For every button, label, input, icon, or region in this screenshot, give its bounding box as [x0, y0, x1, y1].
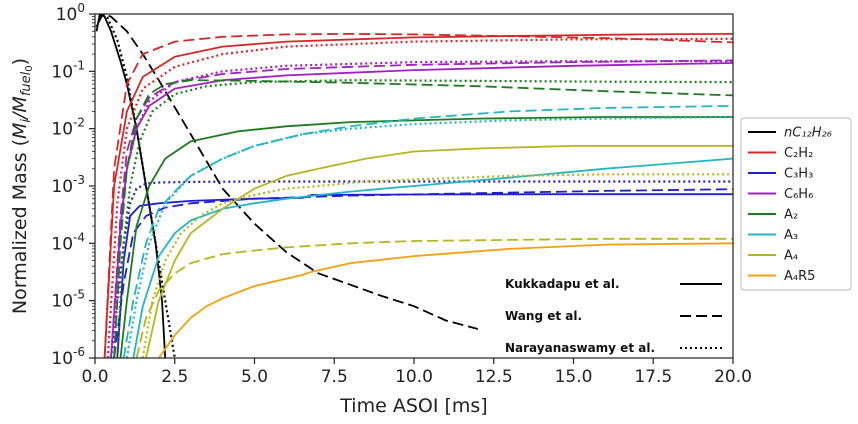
- series-line-c2h2-narayanaswamy: [106, 37, 733, 358]
- x-tick-label: 7.5: [321, 367, 348, 387]
- x-axis: 0.0 2.5 5.0 7.5 10.0 12.5 15.0 17.5 20.0: [81, 358, 752, 387]
- series-line-c3h3-kukkadapu: [116, 193, 733, 358]
- mechanism-label-narayanaswamy: Narayanaswamy et al.: [505, 341, 655, 355]
- species-legend-entries: nC₁₂H₂₆ C₂H₂ C₃H₃ C₆H₆ A₂ A₃ A₄ A₄R5: [748, 126, 832, 284]
- series-line-c3h3-wang: [113, 188, 733, 358]
- y-tick-label: 10-5: [51, 288, 85, 312]
- y-axis-title-sub2-zero: 0: [24, 65, 35, 71]
- series-line-a3-kukkadapu: [132, 157, 733, 358]
- x-tick-label: 0.0: [81, 367, 108, 387]
- series-line-a2-narayanaswamy: [116, 79, 733, 358]
- legend-label-c2h2: C₂H₂: [784, 146, 813, 161]
- x-tick-label: 15.0: [555, 367, 593, 387]
- legend-label-a3: A₃: [784, 228, 798, 243]
- legend-label-a4r5: A₄R5: [784, 269, 815, 284]
- y-axis-title-sub2: fuel: [19, 71, 34, 96]
- y-tick-label: 10-6: [51, 345, 85, 369]
- x-tick-label: 5.0: [241, 367, 268, 387]
- y-tick-label: 10-4: [51, 230, 85, 254]
- series-line-a3-wang: [122, 105, 733, 358]
- species-legend-frame: [740, 117, 852, 291]
- series-line-a2-wang: [113, 79, 733, 358]
- y-axis-title: Normalized Mass (Mi/Mfuel0): [9, 58, 35, 314]
- series-line-a3-narayanaswamy: [125, 115, 733, 358]
- x-tick-label: 10.0: [395, 367, 433, 387]
- y-axis-title-m2: M: [9, 96, 31, 112]
- series-layer: [95, 14, 733, 358]
- x-axis-title: Time ASOI [ms]: [339, 395, 487, 417]
- x-tick-label: 2.5: [161, 367, 188, 387]
- y-axis-title-suffix: ): [9, 58, 31, 65]
- series-line-c2h2-kukkadapu: [103, 33, 733, 358]
- legend-label-c6h6: C₆H₆: [784, 187, 813, 202]
- mechanism-label-kukkadapu: Kukkadapu et al.: [505, 277, 620, 291]
- series-line-a4-narayanaswamy: [141, 173, 733, 358]
- legend-label-c3h3: C₃H₃: [784, 167, 813, 182]
- series-line-c2h2-wang: [103, 33, 733, 358]
- y-axis: 10-6 10-5 10-4 10-3 10-2 10-1 100: [51, 1, 95, 369]
- series-line-c12h26-narayanaswamy: [95, 14, 176, 358]
- legend-label-a2: A₂: [784, 208, 798, 223]
- y-axis-title-sub1: i: [19, 119, 34, 123]
- series-line-a4r5-kukkadapu: [158, 242, 733, 358]
- x-tick-label: 12.5: [475, 367, 513, 387]
- series-line-a4-wang: [135, 237, 733, 358]
- y-tick-label: 10-2: [51, 116, 85, 140]
- y-tick-label: 10-3: [51, 173, 85, 197]
- y-tick-label: 100: [56, 1, 85, 25]
- y-tick-label: 10-1: [51, 58, 85, 82]
- series-line-a4-kukkadapu: [145, 144, 733, 358]
- x-tick-label: 17.5: [634, 367, 672, 387]
- y-axis-title-slash: /: [9, 110, 31, 121]
- legend-label-c12h26: nC₁₂H₂₆: [784, 126, 832, 141]
- y-axis-title-m1: M: [9, 123, 31, 139]
- legend-label-a4: A₄: [784, 249, 798, 264]
- species-legend: nC₁₂H₂₆ C₂H₂ C₃H₃ C₆H₆ A₂ A₃ A₄ A₄R5: [740, 117, 852, 291]
- x-tick-label: 20.0: [714, 367, 752, 387]
- mechanism-label-wang: Wang et al.: [505, 309, 582, 323]
- y-axis-title-prefix: Normalized Mass (: [9, 139, 31, 314]
- series-line-a2-kukkadapu: [119, 116, 733, 358]
- mechanism-legend: Kukkadapu et al. Wang et al. Narayanaswamy…: [505, 277, 722, 355]
